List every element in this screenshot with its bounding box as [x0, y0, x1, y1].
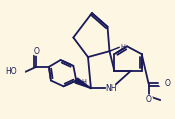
- Text: HO: HO: [5, 67, 17, 76]
- Circle shape: [107, 83, 116, 93]
- Text: H: H: [82, 79, 86, 85]
- Text: NH: NH: [106, 84, 117, 93]
- Text: O: O: [164, 79, 170, 88]
- Circle shape: [32, 47, 40, 55]
- Circle shape: [159, 79, 167, 87]
- Text: H: H: [121, 44, 126, 50]
- Polygon shape: [75, 78, 91, 88]
- Text: O: O: [33, 47, 39, 56]
- Text: O: O: [146, 95, 152, 104]
- Circle shape: [15, 68, 24, 78]
- Circle shape: [145, 95, 152, 103]
